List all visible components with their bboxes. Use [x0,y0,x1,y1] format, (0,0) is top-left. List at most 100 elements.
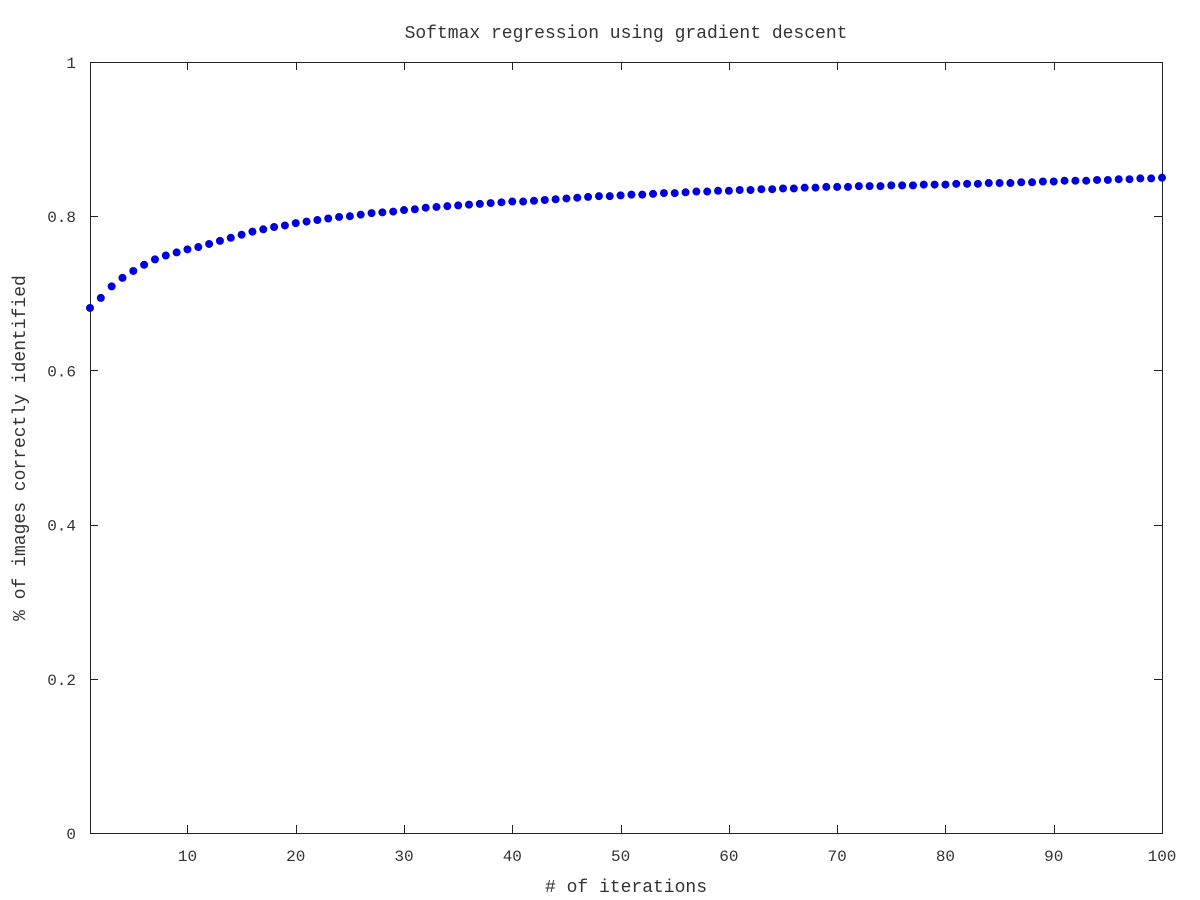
chart-title: Softmax regression using gradient descen… [405,24,848,44]
data-point [605,192,614,201]
data-point [356,210,365,219]
y-axis-label: % of images correctly identified [11,275,31,621]
data-point [724,186,733,195]
data-point [486,199,495,208]
plot-frame [90,62,1163,834]
data-point [746,185,755,194]
x-tick-label: 100 [1148,848,1177,866]
data-point [952,179,961,188]
data-point [887,181,896,190]
x-tick-label: 90 [1044,848,1063,866]
data-point [129,266,138,275]
y-tick-label: 0.4 [47,518,76,536]
data-point [1103,175,1112,184]
data-point [843,182,852,191]
data-point [215,236,224,245]
data-point [540,196,549,205]
data-point [984,179,993,188]
x-axis-label: # of iterations [545,878,707,898]
data-point [584,192,593,201]
data-point [562,194,571,203]
data-point [1060,176,1069,185]
data-point [529,196,538,205]
data-point [1158,173,1166,182]
data-point [1125,175,1134,184]
data-point [616,191,625,200]
x-tick-label: 80 [936,848,955,866]
data-point [1071,176,1080,185]
data-point [735,185,744,194]
data-point [389,207,398,216]
y-tick-label: 0.2 [47,672,76,690]
data-point [161,251,170,260]
y-tick-label: 0.6 [47,363,76,381]
data-point [714,186,723,195]
data-point [421,203,430,212]
data-point [638,190,647,199]
data-point [107,282,116,291]
data-point [703,187,712,196]
data-point [410,205,419,214]
data-point [324,214,333,223]
data-point [248,227,257,236]
data-point [594,192,603,201]
data-point [508,197,517,206]
data-point [930,180,939,189]
data-point [96,293,105,302]
data-point [898,181,907,190]
data-point [551,195,560,204]
data-point [280,221,289,230]
data-point [908,181,917,190]
data-point [865,182,874,191]
data-point [432,202,441,211]
y-tick-label: 0 [66,826,76,844]
data-point [681,188,690,197]
data-point [995,179,1004,188]
data-point [443,202,452,211]
data-point [345,212,354,221]
data-point [86,303,94,312]
data-point [475,199,484,208]
data-point [659,189,668,198]
data-point [649,189,658,198]
data-point [670,189,679,198]
data-point [183,245,192,254]
data-point [941,180,950,189]
data-point [692,187,701,196]
data-point [1114,175,1123,184]
data-point [789,184,798,193]
data-point [194,243,203,252]
data-point [172,248,181,257]
data-point [1082,176,1091,185]
data-point [237,230,246,239]
x-tick-label: 60 [719,848,738,866]
x-tick-label: 10 [178,848,197,866]
data-point [963,179,972,188]
data-point [1038,177,1047,186]
y-axis-ticks: 0 0.2 0.4 0.6 0.8 1 [47,55,1162,844]
data-point [291,219,300,228]
x-axis-ticks: 10 20 30 40 50 60 70 80 90 100 [178,62,1177,866]
x-tick-label: 20 [286,848,305,866]
data-point [1147,174,1156,183]
data-point [854,182,863,191]
data-point [205,239,214,248]
data-point [779,184,788,193]
data-point [1093,175,1102,184]
data-points [86,173,1166,312]
data-point [811,183,820,192]
x-tick-label: 40 [503,848,522,866]
data-point [973,179,982,188]
data-point [454,201,463,210]
data-point [400,206,409,215]
data-point [1049,177,1058,186]
x-tick-label: 70 [828,848,847,866]
data-point [464,200,473,209]
data-point [313,216,322,225]
data-point [757,185,766,194]
data-point [919,180,928,189]
data-point [335,212,344,221]
data-point [768,185,777,194]
data-point [627,190,636,199]
